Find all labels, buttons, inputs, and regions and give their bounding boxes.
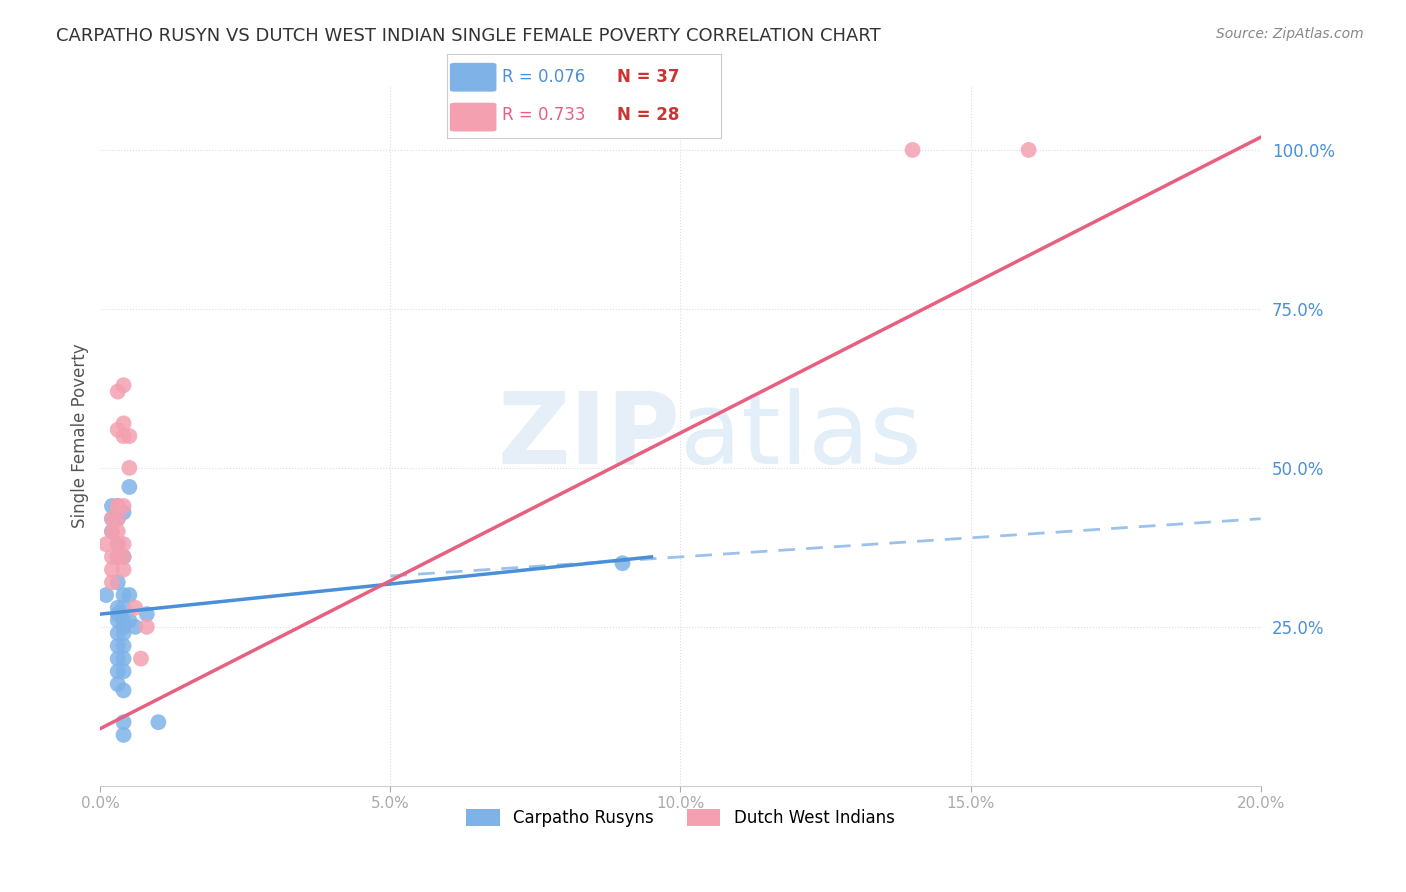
Text: atlas: atlas	[681, 387, 922, 484]
FancyBboxPatch shape	[450, 103, 496, 131]
Point	[118, 429, 141, 443]
Point	[112, 728, 135, 742]
Y-axis label: Single Female Poverty: Single Female Poverty	[72, 343, 89, 528]
Point	[107, 549, 129, 564]
Point	[101, 524, 124, 539]
Point	[124, 600, 146, 615]
Point	[101, 575, 124, 590]
Point	[107, 499, 129, 513]
Point	[112, 620, 135, 634]
Point	[118, 614, 141, 628]
Point	[112, 429, 135, 443]
Point	[107, 499, 129, 513]
Point	[107, 607, 129, 621]
Point	[107, 614, 129, 628]
Point	[901, 143, 924, 157]
Point	[135, 607, 157, 621]
Point	[112, 626, 135, 640]
FancyBboxPatch shape	[450, 62, 496, 92]
Point	[112, 600, 135, 615]
Point	[94, 537, 117, 551]
Point	[107, 665, 129, 679]
Point	[112, 499, 135, 513]
Text: R = 0.733: R = 0.733	[502, 106, 585, 124]
Point	[135, 620, 157, 634]
Point	[118, 461, 141, 475]
Point	[107, 639, 129, 653]
Point	[112, 588, 135, 602]
Point	[101, 512, 124, 526]
Point	[112, 614, 135, 628]
Point	[112, 417, 135, 431]
Point	[107, 512, 129, 526]
Point	[112, 537, 135, 551]
Point	[112, 665, 135, 679]
Point	[112, 683, 135, 698]
Point	[107, 499, 129, 513]
Point	[101, 549, 124, 564]
Point	[107, 600, 129, 615]
Point	[107, 626, 129, 640]
Point	[129, 651, 152, 665]
Point	[107, 512, 129, 526]
Point	[101, 499, 124, 513]
Point	[112, 563, 135, 577]
Point	[107, 384, 129, 399]
Point	[101, 563, 124, 577]
Point	[107, 549, 129, 564]
Point	[112, 651, 135, 665]
Point	[107, 575, 129, 590]
Point	[118, 588, 141, 602]
Point	[112, 639, 135, 653]
Text: CARPATHO RUSYN VS DUTCH WEST INDIAN SINGLE FEMALE POVERTY CORRELATION CHART: CARPATHO RUSYN VS DUTCH WEST INDIAN SING…	[56, 27, 882, 45]
Point	[1018, 143, 1040, 157]
Point	[124, 620, 146, 634]
Point	[112, 715, 135, 730]
Point	[107, 524, 129, 539]
Point	[94, 588, 117, 602]
Text: N = 37: N = 37	[617, 68, 679, 86]
Point	[107, 537, 129, 551]
Point	[107, 423, 129, 437]
Point	[107, 651, 129, 665]
Point	[101, 524, 124, 539]
Point	[112, 549, 135, 564]
Legend: Carpatho Rusyns, Dutch West Indians: Carpatho Rusyns, Dutch West Indians	[460, 802, 901, 833]
Point	[107, 677, 129, 691]
Text: N = 28: N = 28	[617, 106, 679, 124]
Text: ZIP: ZIP	[498, 387, 681, 484]
Point	[118, 480, 141, 494]
Point	[112, 549, 135, 564]
Point	[101, 512, 124, 526]
Point	[148, 715, 170, 730]
Point	[107, 537, 129, 551]
Point	[612, 556, 634, 570]
Point	[112, 378, 135, 392]
Point	[112, 505, 135, 519]
Text: Source: ZipAtlas.com: Source: ZipAtlas.com	[1216, 27, 1364, 41]
Text: R = 0.076: R = 0.076	[502, 68, 585, 86]
